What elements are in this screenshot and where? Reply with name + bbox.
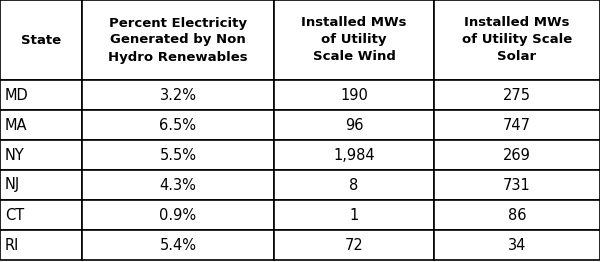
Text: 34: 34 <box>508 237 526 253</box>
Bar <box>0 110 82 140</box>
Bar <box>82 170 274 200</box>
Text: NY: NY <box>5 148 25 162</box>
Text: CT: CT <box>5 208 24 222</box>
Bar <box>82 230 274 260</box>
Bar <box>82 200 274 230</box>
Text: 269: 269 <box>503 148 531 162</box>
Text: 747: 747 <box>503 117 531 133</box>
Bar <box>0 230 82 260</box>
Bar <box>434 200 600 230</box>
Text: 4.3%: 4.3% <box>160 177 196 193</box>
Bar <box>0 200 82 230</box>
Bar <box>274 170 434 200</box>
Text: 8: 8 <box>349 177 359 193</box>
Text: 5.4%: 5.4% <box>160 237 197 253</box>
Bar <box>434 80 600 110</box>
Bar <box>0 0 82 80</box>
Bar <box>274 200 434 230</box>
Text: 72: 72 <box>344 237 364 253</box>
Text: RI: RI <box>5 237 19 253</box>
Text: 275: 275 <box>503 88 531 102</box>
Text: 190: 190 <box>340 88 368 102</box>
Bar <box>434 110 600 140</box>
Text: Percent Electricity
Generated by Non
Hydro Renewables: Percent Electricity Generated by Non Hyd… <box>108 17 248 63</box>
Bar <box>274 140 434 170</box>
Bar <box>434 140 600 170</box>
Text: MA: MA <box>5 117 28 133</box>
Text: MD: MD <box>5 88 29 102</box>
Text: NJ: NJ <box>5 177 20 193</box>
Bar <box>274 110 434 140</box>
Bar <box>434 0 600 80</box>
Text: 1: 1 <box>349 208 359 222</box>
Bar <box>82 140 274 170</box>
Bar <box>434 230 600 260</box>
Text: Installed MWs
of Utility Scale
Solar: Installed MWs of Utility Scale Solar <box>462 17 572 63</box>
Bar <box>82 0 274 80</box>
Bar <box>274 80 434 110</box>
Text: Installed MWs
of Utility
Scale Wind: Installed MWs of Utility Scale Wind <box>301 17 407 63</box>
Bar <box>434 170 600 200</box>
Bar <box>0 170 82 200</box>
Text: 1,984: 1,984 <box>333 148 375 162</box>
Text: State: State <box>21 34 61 46</box>
Text: 86: 86 <box>508 208 526 222</box>
Text: 96: 96 <box>345 117 363 133</box>
Bar <box>0 140 82 170</box>
Text: 6.5%: 6.5% <box>160 117 197 133</box>
Text: 3.2%: 3.2% <box>160 88 197 102</box>
Bar <box>82 110 274 140</box>
Text: 731: 731 <box>503 177 531 193</box>
Bar <box>274 230 434 260</box>
Bar <box>82 80 274 110</box>
Text: 5.5%: 5.5% <box>160 148 197 162</box>
Bar <box>274 0 434 80</box>
Bar <box>0 80 82 110</box>
Text: 0.9%: 0.9% <box>160 208 197 222</box>
